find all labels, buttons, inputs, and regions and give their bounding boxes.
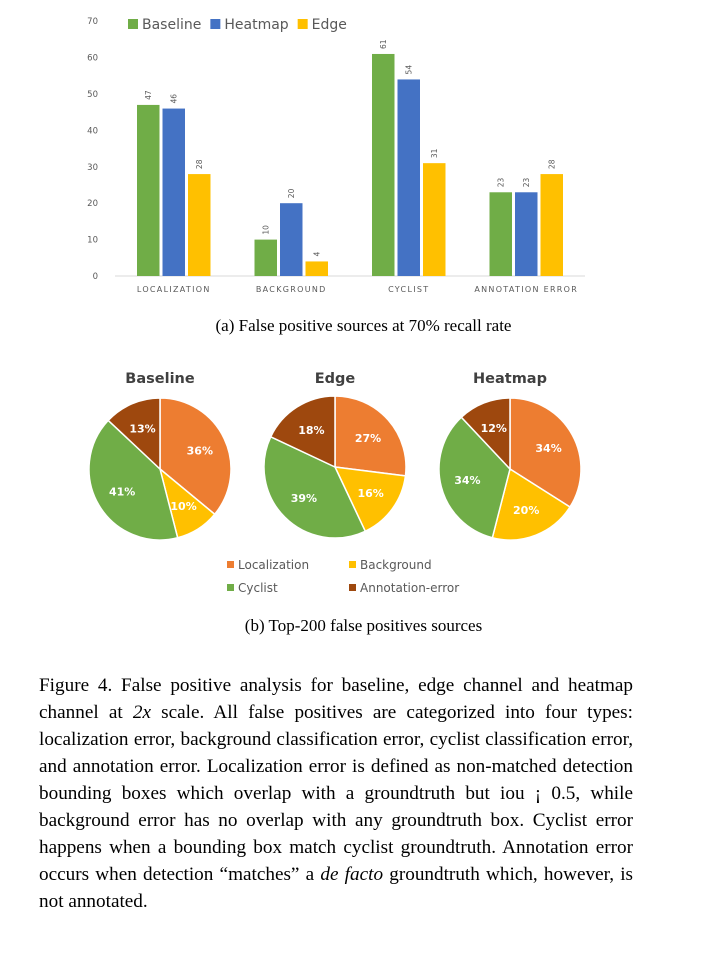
y-tick-label: 20 <box>87 199 98 209</box>
bar-baseline <box>254 239 277 276</box>
pie-legend-swatch <box>349 561 356 568</box>
bar-value-label: 20 <box>287 188 296 198</box>
bar-baseline <box>137 104 160 276</box>
pie-charts: Baseline 36% 10% 41% 13% Edge 27% 16% 39% 18% Heat… <box>88 371 582 595</box>
pie-title: Edge <box>315 371 356 387</box>
bar-heatmap <box>515 192 538 276</box>
pie-percent-label: 12% <box>481 422 507 435</box>
legend-label: Baseline <box>142 17 201 33</box>
legend-swatch <box>128 19 138 29</box>
bar-value-label: 28 <box>548 159 557 169</box>
bar-value-label: 23 <box>522 178 531 188</box>
pie-slice-cyclist <box>438 416 511 539</box>
pie-legend-label: Localization <box>238 558 309 572</box>
bar-chart: 0 10 20 30 40 50 60 70 47 46 28 LOCALIZATION 10 20 4 BA… <box>87 17 585 294</box>
bar-heatmap <box>397 79 420 276</box>
pie-legend-swatch <box>227 561 234 568</box>
bar-value-label: 23 <box>497 178 506 188</box>
pie-percent-label: 34% <box>535 442 561 455</box>
bar-value-label: 4 <box>313 251 322 256</box>
pie-percent-label: 36% <box>187 444 213 457</box>
subcaption-b: (b) Top-200 false positives sources <box>244 616 483 635</box>
pie-percent-label: 10% <box>170 500 196 513</box>
y-tick-label: 0 <box>93 272 98 282</box>
bar-baseline <box>489 192 512 276</box>
bar-value-label: 10 <box>262 225 271 235</box>
bar-edge <box>305 261 328 276</box>
bar-value-label: 54 <box>405 65 414 75</box>
y-tick-label: 70 <box>87 17 98 27</box>
legend-label: Heatmap <box>224 17 288 33</box>
pie-legend-label: Background <box>360 558 432 572</box>
pie-legend-swatch <box>349 584 356 591</box>
pie-percent-label: 13% <box>129 423 155 436</box>
bar-baseline <box>372 53 395 277</box>
bar-value-label: 31 <box>430 148 439 158</box>
legend-swatch <box>297 19 308 29</box>
caption-scale: 2x <box>132 702 151 723</box>
y-tick-label: 30 <box>87 163 98 173</box>
bar-edge <box>423 163 446 276</box>
y-tick-label: 60 <box>87 54 98 64</box>
x-category-label: ANNOTATION ERROR <box>474 285 578 294</box>
legend-swatch <box>210 19 221 29</box>
y-tick-label: 10 <box>87 236 98 246</box>
pie-percent-label: 18% <box>298 424 324 437</box>
bar-value-label: 46 <box>170 94 179 104</box>
bar-edge <box>540 174 563 276</box>
x-category-label: CYCLIST <box>388 285 429 294</box>
bar-value-label: 47 <box>144 90 153 100</box>
pie-slice-background <box>491 467 571 541</box>
pie-slice-annotation-error <box>269 395 336 469</box>
pie-legend-label: Annotation-error <box>360 581 459 595</box>
pie-percent-label: 41% <box>109 485 135 498</box>
caption-part-2: scale. All false positives are categoriz… <box>39 702 633 885</box>
pie-slice-annotation-error <box>107 397 161 471</box>
y-tick-label: 40 <box>87 126 98 136</box>
pie-percent-label: 27% <box>355 432 381 445</box>
pie-percent-label: 39% <box>291 492 317 505</box>
pie-slice-cyclist <box>263 435 367 539</box>
legend-label: Edge <box>312 17 347 33</box>
caption-de-facto: de facto <box>320 864 384 885</box>
pie-percent-label: 16% <box>357 487 383 500</box>
pie-slice-localization <box>334 395 407 477</box>
bar-heatmap <box>280 203 303 276</box>
pie-slice-background <box>333 466 407 533</box>
figure-caption: Figure 4. False positive analysis for ba… <box>39 672 633 915</box>
pie-title: Heatmap <box>473 371 547 387</box>
pie-percent-label: 20% <box>513 504 539 517</box>
pie-title: Baseline <box>125 371 195 387</box>
pie-slice-annotation-error <box>460 397 511 471</box>
pie-percent-label: 34% <box>454 474 480 487</box>
subcaption-a: (a) False positive sources at 70% recall… <box>215 316 512 335</box>
caption-part-3: groundtruth which, however, is not annot… <box>39 864 634 912</box>
pie-legend-swatch <box>227 584 234 591</box>
caption-part-1: Figure 4. False positive analysis for ba… <box>39 675 633 723</box>
y-tick-label: 50 <box>87 90 98 100</box>
pie-slice-cyclist <box>88 419 179 541</box>
pie-legend-label: Cyclist <box>238 581 278 595</box>
bar-value-label: 61 <box>379 39 388 49</box>
x-category-label: LOCALIZATION <box>137 285 211 294</box>
bar-value-label: 28 <box>195 159 204 169</box>
x-category-label: BACKGROUND <box>256 285 327 294</box>
bar-heatmap <box>162 108 185 276</box>
bar-edge <box>188 174 211 276</box>
pie-slice-localization <box>159 397 232 516</box>
